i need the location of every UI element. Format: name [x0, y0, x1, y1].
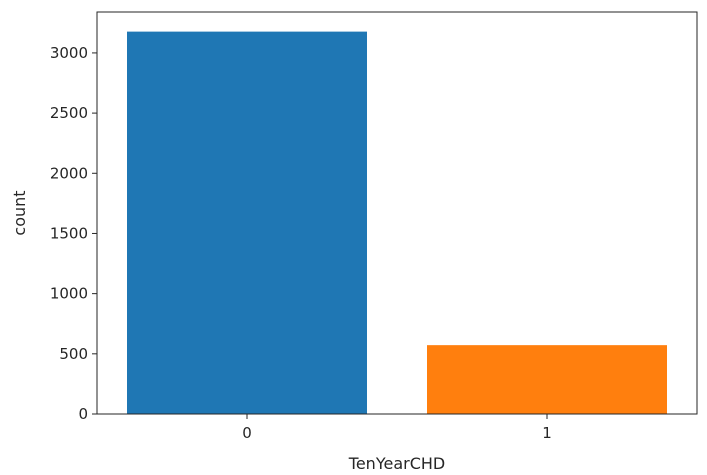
bar-0 [127, 31, 367, 415]
y-tick-label: 0 [78, 405, 88, 423]
x-tick-label: 1 [542, 424, 552, 442]
y-tick-label: 2000 [50, 164, 88, 182]
y-tick-label: 2500 [50, 104, 88, 122]
y-tick-label: 500 [59, 345, 88, 363]
plot-frame [96, 11, 698, 415]
y-axis-label: count [10, 190, 29, 235]
x-tick-label: 0 [242, 424, 252, 442]
bar-1 [427, 345, 667, 414]
y-tick-label: 1000 [50, 285, 88, 303]
y-tick-label: 3000 [50, 44, 88, 62]
y-tick-label: 1500 [50, 224, 88, 242]
y-axis-ticks: 0 500 1000 1500 2000 2500 3000 [50, 44, 97, 423]
bars-group [127, 31, 667, 415]
x-axis-label: TenYearCHD [348, 454, 445, 473]
